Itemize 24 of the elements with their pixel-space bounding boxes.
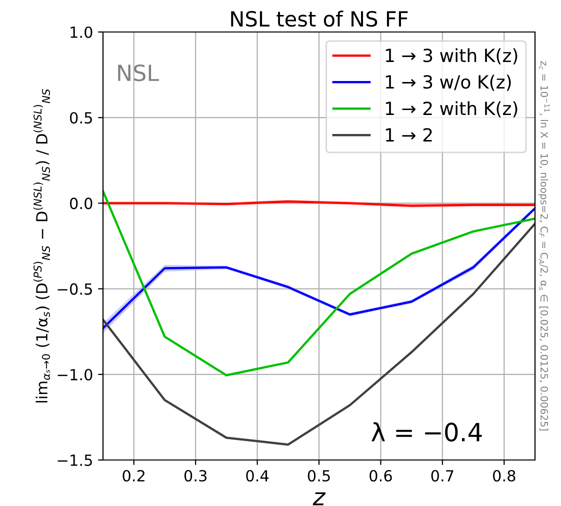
y-tick-label: −1.0: [58, 368, 92, 380]
line-series: [103, 222, 535, 446]
x-tick-label: 0.8: [493, 470, 516, 482]
text: z$_{c}$ = 10$^{−11}$, ln X = 10, nloops=2, C$_{F}$ = C$_{A}$/2, α$_{s}$ ∈ [0.025, 0.0125, 0.00625]: [538, 61, 550, 430]
chart-title: NSL test of NS FF: [231, 10, 408, 27]
annotation: λ = −0.4: [372, 422, 482, 442]
x-tick-label: 0.2: [122, 470, 144, 482]
text: lim$_{αₛ→0}$ (1/α$_{s}$) (D$^{(PS)}$$_{NS}$ − D$^{(NSL)}$$_{NS}$) / D$^{(NSL)}$$_{NS}$: [33, 89, 50, 402]
x-tick-label: 0.4: [246, 470, 269, 482]
y-tick-label: −1.5: [58, 454, 92, 466]
legend-label: 1 → 3 w/o K(z): [386, 74, 511, 91]
x-tick-label: 0.6: [370, 470, 392, 482]
y-tick-label: 0.0: [70, 198, 92, 210]
y-tick-label: 1.0: [70, 26, 92, 38]
legend-label: 1 → 2: [386, 128, 432, 142]
x-tick-label: 0.7: [431, 470, 454, 482]
y-tick-label: 0.5: [70, 112, 92, 124]
line-series: [103, 190, 535, 376]
x-axis-title: z: [312, 492, 326, 506]
x-tick-label: 0.5: [308, 470, 330, 482]
x-tick-label: 0.3: [184, 470, 206, 482]
legend-label: 1 → 3 with K(z): [386, 48, 518, 64]
legend-label: 1 → 2 with K(z): [386, 101, 518, 118]
y-tick-label: −0.5: [58, 283, 92, 295]
